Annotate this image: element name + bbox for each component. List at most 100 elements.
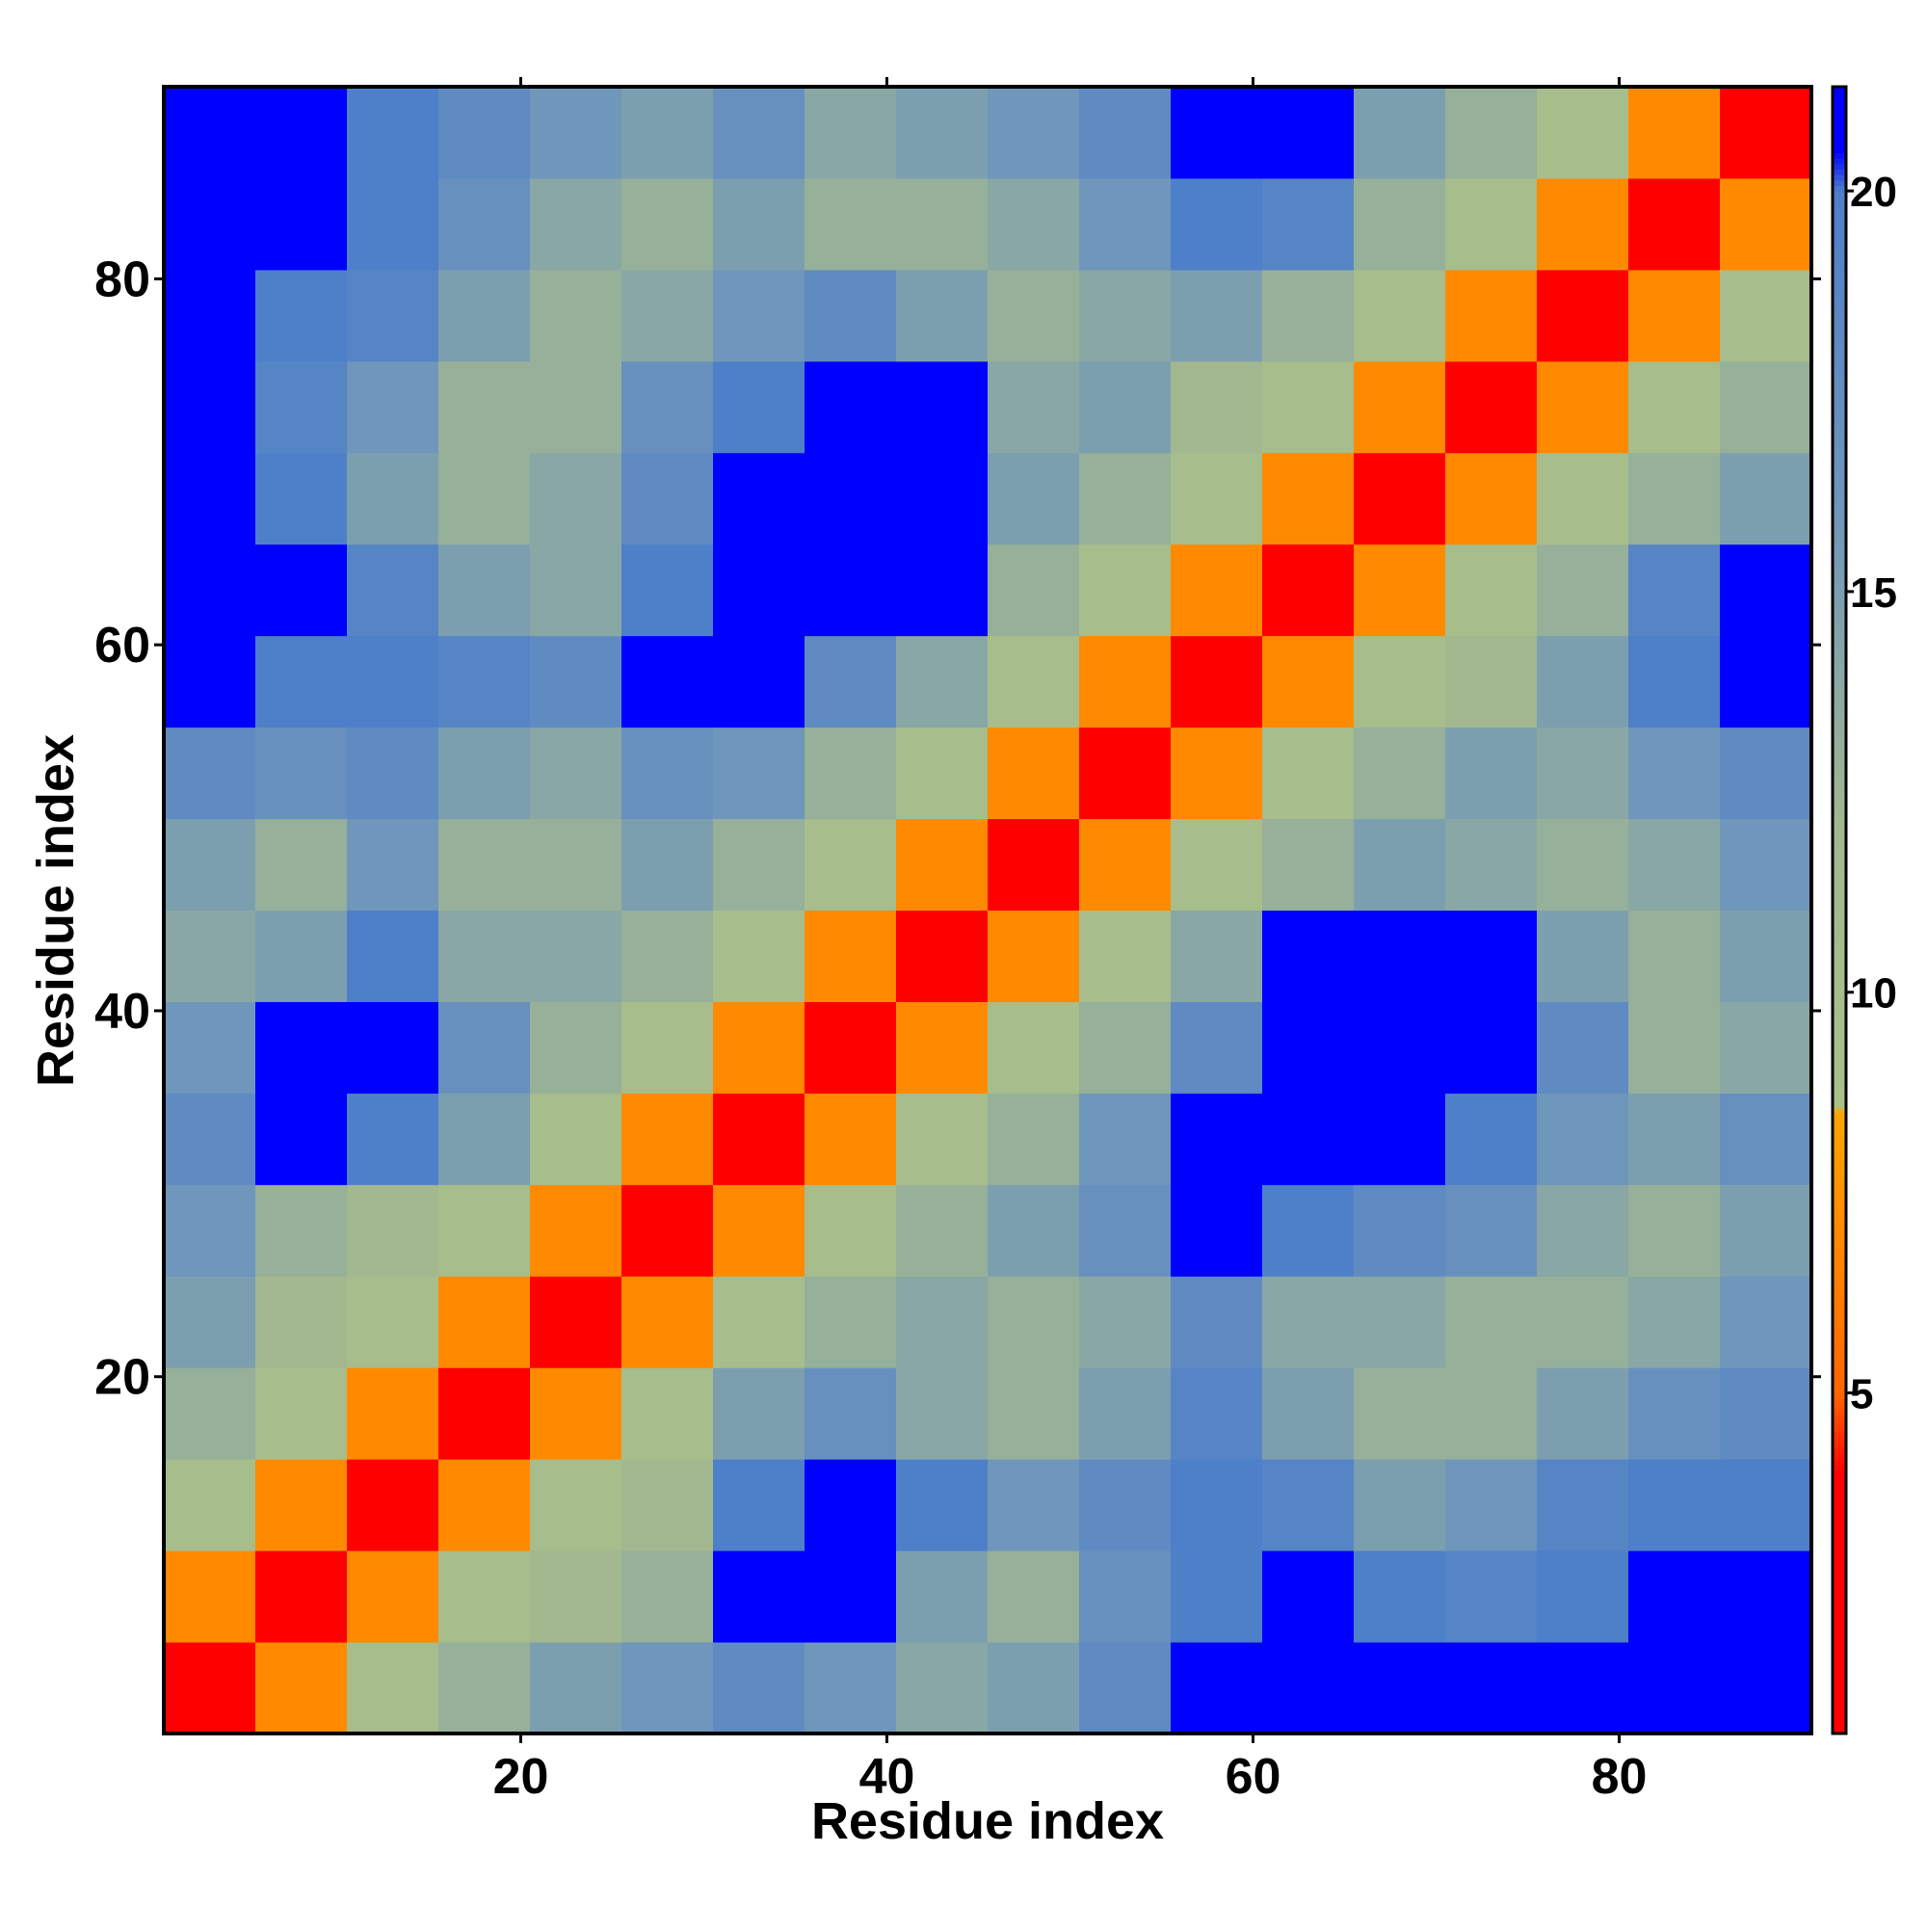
heatmap-cell <box>713 1459 805 1551</box>
heatmap-cell <box>1628 727 1721 820</box>
colorbar-segment <box>1833 1398 1846 1405</box>
colorbar-segment <box>1833 1354 1846 1362</box>
heatmap-cell <box>988 1459 1080 1551</box>
heatmap-cell <box>1354 635 1446 728</box>
colorbar-segment <box>1833 1288 1846 1295</box>
colorbar-segment <box>1833 778 1846 785</box>
heatmap-cell <box>255 910 348 1002</box>
colorbar-segment <box>1833 1266 1846 1274</box>
heatmap-cell <box>713 269 805 362</box>
heatmap-cell <box>255 727 348 820</box>
heatmap-cell <box>988 910 1080 1002</box>
colorbar-segment <box>1833 1009 1846 1016</box>
heatmap-cell <box>1445 543 1538 637</box>
colorbar-segment <box>1833 855 1846 861</box>
heatmap-cell <box>438 1184 531 1277</box>
colorbar-segment <box>1833 679 1846 686</box>
heatmap-cell <box>1171 87 1263 179</box>
colorbar-segment <box>1833 1097 1846 1103</box>
colorbar-segment <box>1833 1360 1846 1366</box>
heatmap-cell <box>805 635 897 728</box>
colorbar-segment <box>1833 1667 1846 1674</box>
colorbar-segment <box>1833 1404 1846 1411</box>
colorbar-segment <box>1833 278 1846 285</box>
heatmap-cell <box>1720 269 1812 362</box>
heatmap-cell <box>1354 87 1446 179</box>
colorbar-segment <box>1833 476 1846 483</box>
colorbar-segment <box>1833 1151 1846 1158</box>
heatmap-cell <box>255 543 348 637</box>
colorbar-segment <box>1833 1107 1846 1114</box>
heatmap-cell <box>1262 1001 1355 1094</box>
colorbar-segment <box>1833 454 1846 461</box>
heatmap-cell <box>896 1001 989 1094</box>
heatmap-cell <box>1079 1459 1172 1551</box>
colorbar-segment <box>1833 690 1846 697</box>
colorbar-segment <box>1833 92 1846 98</box>
colorbar-segment <box>1833 377 1846 384</box>
colorbar-segment <box>1833 718 1846 725</box>
heatmap-cell <box>530 1367 622 1460</box>
heatmap-cell <box>164 1093 256 1185</box>
heatmap-cell <box>438 727 531 820</box>
heatmap-cell <box>1720 1367 1812 1460</box>
colorbar-segment <box>1833 1579 1846 1586</box>
colorbar-segment <box>1833 1557 1846 1565</box>
heatmap-cell <box>1445 1642 1538 1734</box>
colorbar-segment <box>1833 1569 1846 1575</box>
colorbar-segment <box>1833 674 1846 680</box>
heatmap-cell <box>255 1550 348 1643</box>
colorbar-segment <box>1833 1080 1846 1087</box>
colorbar-segment <box>1833 1178 1846 1185</box>
heatmap-cell <box>621 177 714 271</box>
colorbar-segment <box>1833 937 1846 944</box>
colorbar-segment <box>1833 218 1846 225</box>
colorbar-segment <box>1833 1415 1846 1421</box>
colorbar-segment <box>1833 904 1846 912</box>
heatmap-cell <box>621 360 714 454</box>
heatmap-cell <box>1262 177 1355 271</box>
colorbar-segment <box>1833 575 1846 582</box>
colorbar-segment <box>1833 174 1846 181</box>
colorbar-segment <box>1833 1327 1846 1334</box>
heatmap-cell <box>1079 543 1172 637</box>
colorbar-segment <box>1833 1645 1846 1653</box>
colorbar-segment <box>1833 641 1846 648</box>
heatmap-cell <box>1628 1367 1721 1460</box>
colorbar-segment <box>1833 1365 1846 1372</box>
heatmap-cell <box>1354 1184 1446 1277</box>
colorbar-segment <box>1833 262 1846 269</box>
heatmap-cell <box>1628 818 1721 911</box>
heatmap-cell <box>1171 1459 1263 1551</box>
heatmap-cell <box>1720 727 1812 820</box>
colorbar-segment <box>1833 569 1846 576</box>
heatmap-cell <box>713 1184 805 1277</box>
colorbar-segment <box>1833 684 1846 692</box>
heatmap-cell <box>988 87 1080 179</box>
heatmap-cell <box>438 1459 531 1551</box>
heatmap-cell <box>1262 1642 1355 1734</box>
colorbar-segment <box>1833 492 1846 499</box>
colorbar-segment <box>1833 1337 1846 1345</box>
heatmap-cell <box>347 1001 439 1094</box>
colorbar-segment <box>1833 267 1846 275</box>
colorbar-segment <box>1833 893 1846 900</box>
heatmap-cell <box>896 818 989 911</box>
colorbar-segment <box>1833 1376 1846 1384</box>
colorbar-segment <box>1833 1601 1846 1608</box>
heatmap-cell <box>988 543 1080 637</box>
colorbar-segment <box>1833 366 1846 373</box>
heatmap-cell <box>1537 360 1629 454</box>
heatmap-cell <box>1537 1276 1629 1368</box>
heatmap-cell <box>1171 1367 1263 1460</box>
heatmap-cell <box>1171 1093 1263 1185</box>
colorbar-segment <box>1833 1135 1846 1142</box>
heatmap-cell <box>530 177 622 271</box>
colorbar-segment <box>1833 915 1846 922</box>
colorbar-segment <box>1833 1168 1846 1175</box>
heatmap-cell <box>988 269 1080 362</box>
heatmap-cell <box>1720 177 1812 271</box>
heatmap-cell <box>621 1550 714 1643</box>
colorbar-segment <box>1833 1239 1846 1246</box>
colorbar-segment <box>1833 838 1846 845</box>
